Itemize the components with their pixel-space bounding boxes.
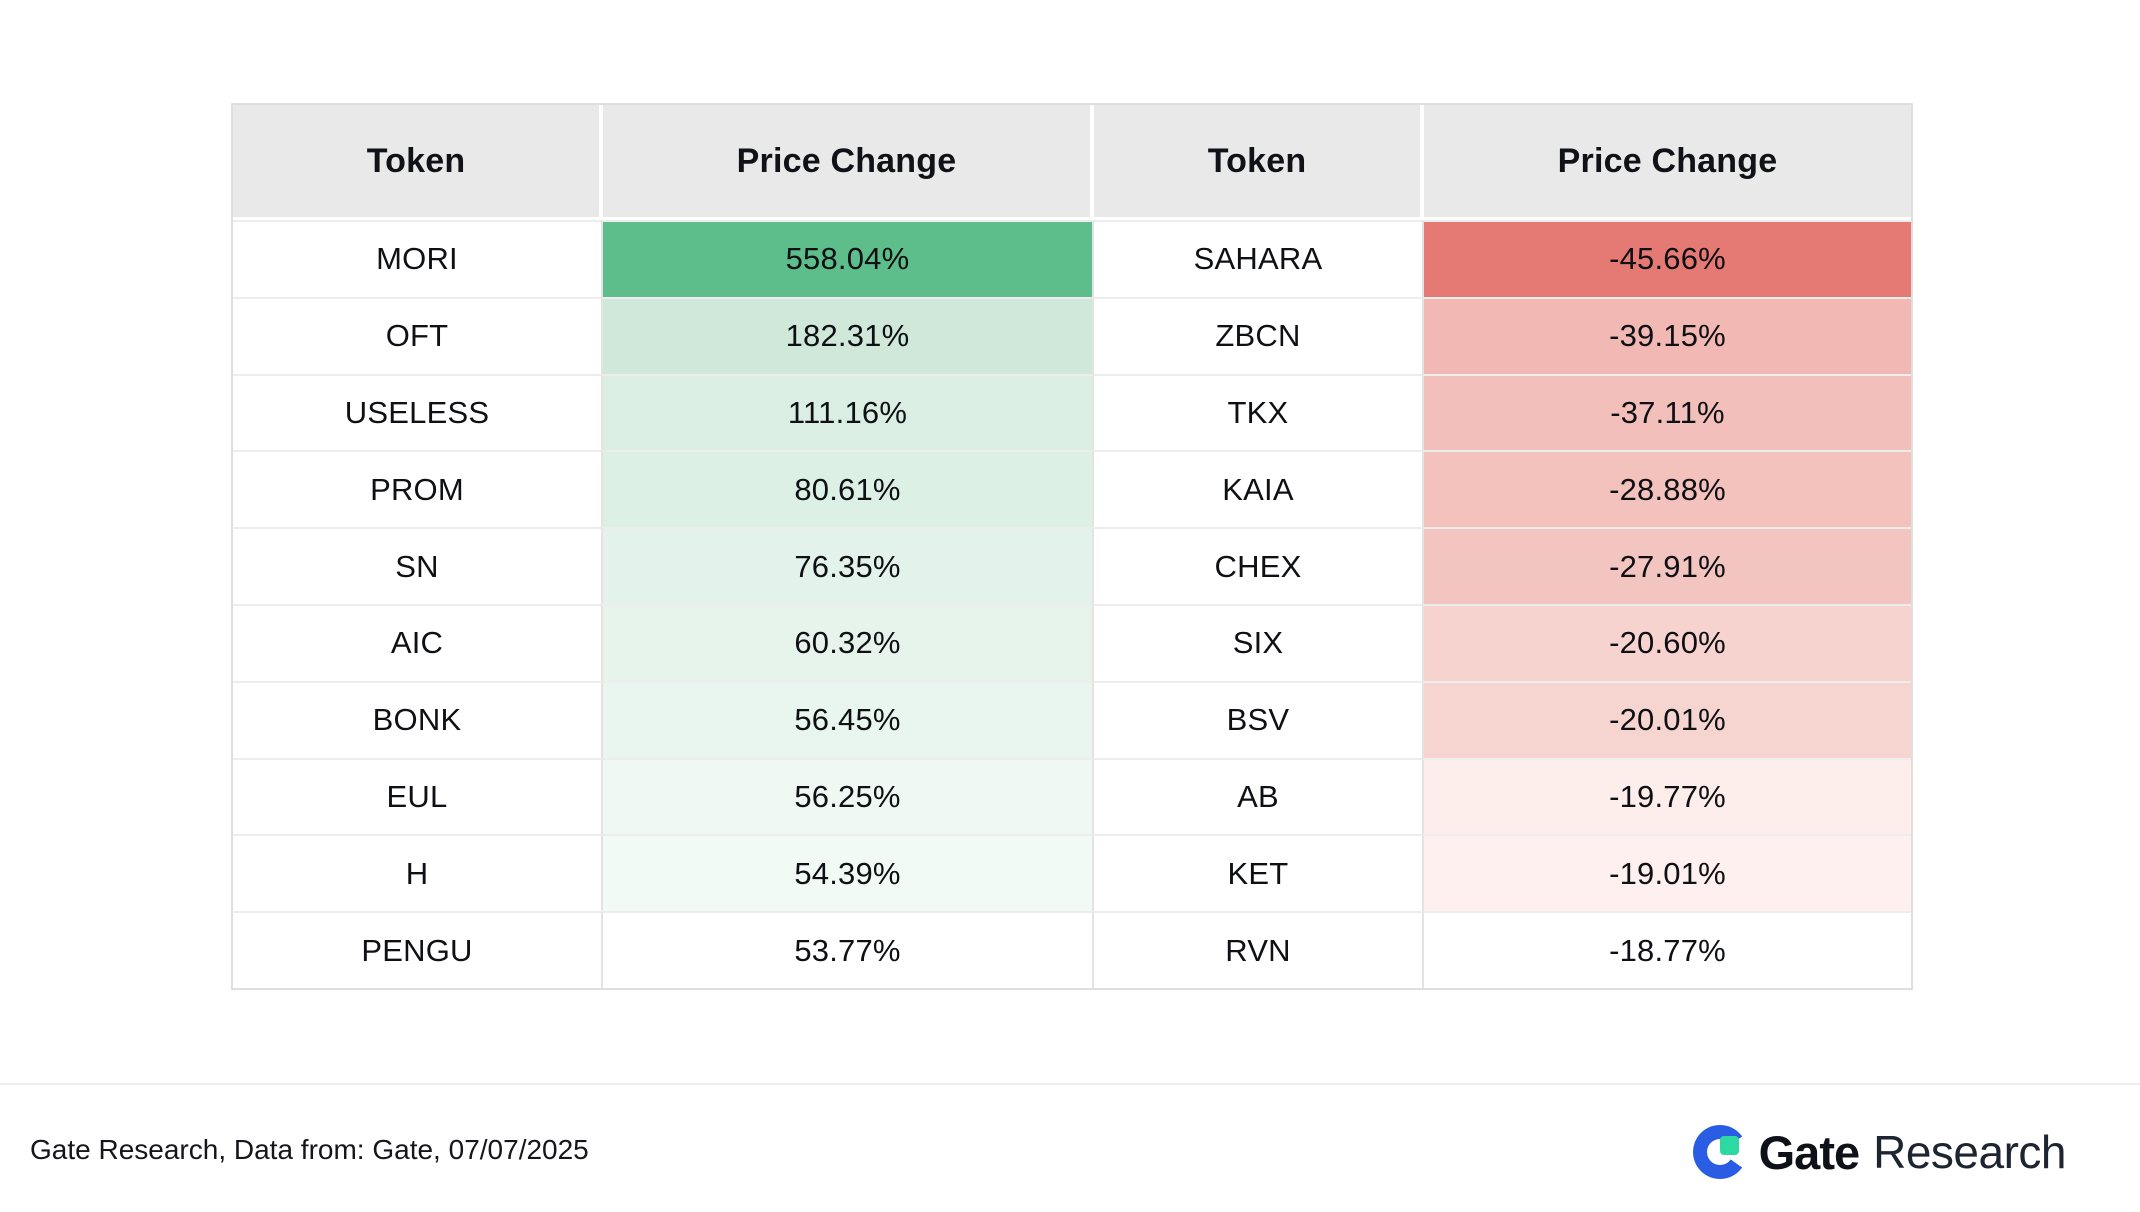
gainer-change: 182.31% (603, 296, 1094, 374)
loser-change: -19.77% (1424, 757, 1911, 835)
loser-token: SAHARA (1094, 220, 1424, 297)
gainer-change: 54.39% (603, 834, 1094, 912)
gainer-change: 60.32% (603, 603, 1094, 681)
gainer-token: PROM (233, 450, 603, 528)
loser-change: -37.11% (1424, 373, 1911, 451)
logo-suffix-text: Research (1873, 1126, 2066, 1178)
loser-change: -28.88% (1424, 450, 1911, 528)
gate-logo-icon (1692, 1125, 1747, 1179)
gainer-token: H (233, 834, 603, 912)
gainer-change: 53.77% (603, 911, 1094, 988)
loser-change: -20.01% (1424, 680, 1911, 758)
footer-divider (0, 1083, 2140, 1085)
gainer-change: 56.45% (603, 680, 1094, 758)
header-price-change-losers: Price Change (1424, 105, 1911, 220)
loser-token: ZBCN (1094, 296, 1424, 374)
gainer-token: AIC (233, 603, 603, 681)
gainer-change: 76.35% (603, 527, 1094, 604)
price-change-table: Token Price Change Token Price Change MO… (231, 103, 1913, 990)
loser-token: CHEX (1094, 527, 1424, 604)
loser-token: KAIA (1094, 450, 1424, 528)
loser-change: -39.15% (1424, 296, 1911, 374)
gate-research-logo: Gate Research (1692, 1122, 2066, 1182)
loser-token: TKX (1094, 373, 1424, 451)
loser-change: -20.60% (1424, 603, 1911, 681)
footer-source-text: Gate Research, Data from: Gate, 07/07/20… (30, 1134, 589, 1165)
loser-change: -27.91% (1424, 527, 1911, 604)
gainer-token: SN (233, 527, 603, 604)
header-token-losers: Token (1094, 105, 1424, 220)
loser-change: -45.66% (1424, 220, 1911, 297)
gainer-token: MORI (233, 220, 603, 297)
gainer-change: 56.25% (603, 757, 1094, 835)
gainer-change: 558.04% (603, 220, 1094, 297)
gainer-token: EUL (233, 757, 603, 835)
loser-token: AB (1094, 757, 1424, 835)
gate-logo-green-square (1719, 1136, 1739, 1155)
gainer-token: BONK (233, 680, 603, 758)
header-price-change-gainers: Price Change (603, 105, 1094, 220)
gainer-change: 80.61% (603, 450, 1094, 528)
loser-change: -18.77% (1424, 911, 1911, 988)
loser-token: SIX (1094, 603, 1424, 681)
loser-change: -19.01% (1424, 834, 1911, 912)
gainer-change: 111.16% (603, 373, 1094, 451)
gainer-token: USELESS (233, 373, 603, 451)
loser-token: KET (1094, 834, 1424, 912)
logo-brand-text: Gate (1758, 1125, 1860, 1179)
loser-token: RVN (1094, 911, 1424, 988)
gainer-token: OFT (233, 296, 603, 374)
header-token-gainers: Token (233, 105, 603, 220)
gainer-token: PENGU (233, 911, 603, 988)
loser-token: BSV (1094, 680, 1424, 758)
